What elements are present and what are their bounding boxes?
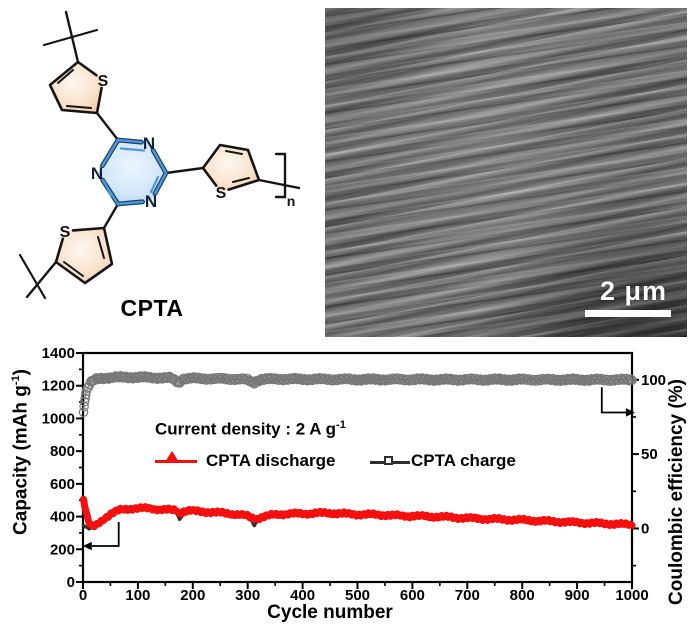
svg-text:200: 200	[180, 587, 205, 604]
svg-text:1200: 1200	[42, 378, 75, 395]
svg-text:600: 600	[50, 476, 75, 493]
axis-tick-labels: 0 100 200 300 400 500 600 700 800 900 100002004006…	[42, 345, 666, 604]
svg-text:700: 700	[455, 587, 480, 604]
sulfur-label: S	[98, 73, 109, 90]
svg-text:800: 800	[510, 587, 535, 604]
svg-text:400: 400	[290, 587, 315, 604]
y-axis-title-right: Coulombic efficiency (%)	[666, 379, 687, 605]
scale-bar-label: 2 μm	[599, 276, 667, 306]
bond-break-marks	[18, 28, 99, 300]
triazine-ring	[98, 140, 166, 204]
svg-text:1000: 1000	[615, 587, 648, 604]
legend-charge-square-marker	[384, 456, 393, 465]
series-cpta-discharge	[80, 495, 636, 530]
thiophene-ring-right	[203, 145, 259, 192]
svg-text:0: 0	[67, 574, 75, 591]
legend-discharge-triangle-marker	[165, 451, 179, 462]
chart-canvas: 0 100 200 300 400 500 600 700 800 900 100002004006…	[42, 345, 666, 604]
current-density-annotation: Current density : 2 A g-1	[155, 419, 346, 439]
axis-pointer-arrow-right	[600, 387, 635, 417]
cpta-structure-drawing: N N N S S S n CPTA	[18, 10, 301, 321]
svg-text:50: 50	[641, 446, 658, 463]
svg-text:500: 500	[345, 587, 370, 604]
svg-text:200: 200	[50, 541, 75, 558]
polymer-bracket	[274, 152, 287, 199]
nitrogen-label: N	[143, 134, 155, 153]
sulfur-label: S	[60, 224, 71, 241]
svg-text:0: 0	[79, 587, 87, 604]
svg-text:300: 300	[235, 587, 260, 604]
sulfur-label: S	[216, 185, 227, 202]
legend-charge-label: CPTA charge	[411, 451, 516, 470]
svg-text:100: 100	[641, 372, 666, 389]
series-coulombic-efficiency	[78, 371, 637, 417]
svg-text:100: 100	[125, 587, 150, 604]
thiophene-edges	[48, 60, 261, 285]
sem-image: 2 μm	[325, 8, 687, 337]
polymer-name-label: CPTA	[121, 295, 184, 321]
cycling-chart: 0 100 200 300 400 500 600 700 800 900 1000 0 200 400 6…	[0, 340, 699, 636]
nitrogen-label: N	[91, 164, 103, 183]
triazine-edges	[101, 138, 168, 206]
legend-discharge-label: CPTA discharge	[206, 451, 336, 470]
triazine-double-bonds	[102, 147, 160, 198]
axis-pointer-arrow-left	[82, 522, 120, 551]
inter-ring-bonds	[95, 111, 205, 230]
svg-text:600: 600	[400, 587, 425, 604]
plot-frame	[81, 351, 634, 584]
scale-bar	[585, 310, 671, 317]
thiophene-double-bonds	[57, 69, 250, 277]
repeat-subscript-label: n	[287, 193, 296, 209]
svg-text:800: 800	[50, 443, 75, 460]
svg-text:400: 400	[50, 509, 75, 526]
thiophene-ring-top	[50, 62, 103, 113]
svg-text:0: 0	[641, 520, 649, 537]
svg-text:1000: 1000	[42, 410, 75, 427]
x-axis-title: Cycle number	[267, 602, 393, 623]
axis-ticks	[76, 352, 639, 589]
svg-text:1400: 1400	[42, 345, 75, 362]
svg-text:900: 900	[565, 587, 590, 604]
y-axis-title-left: Capacity (mAh g-1)	[10, 368, 32, 536]
nitrogen-label: N	[145, 192, 157, 211]
thiophene-ring-bottom	[56, 228, 112, 283]
